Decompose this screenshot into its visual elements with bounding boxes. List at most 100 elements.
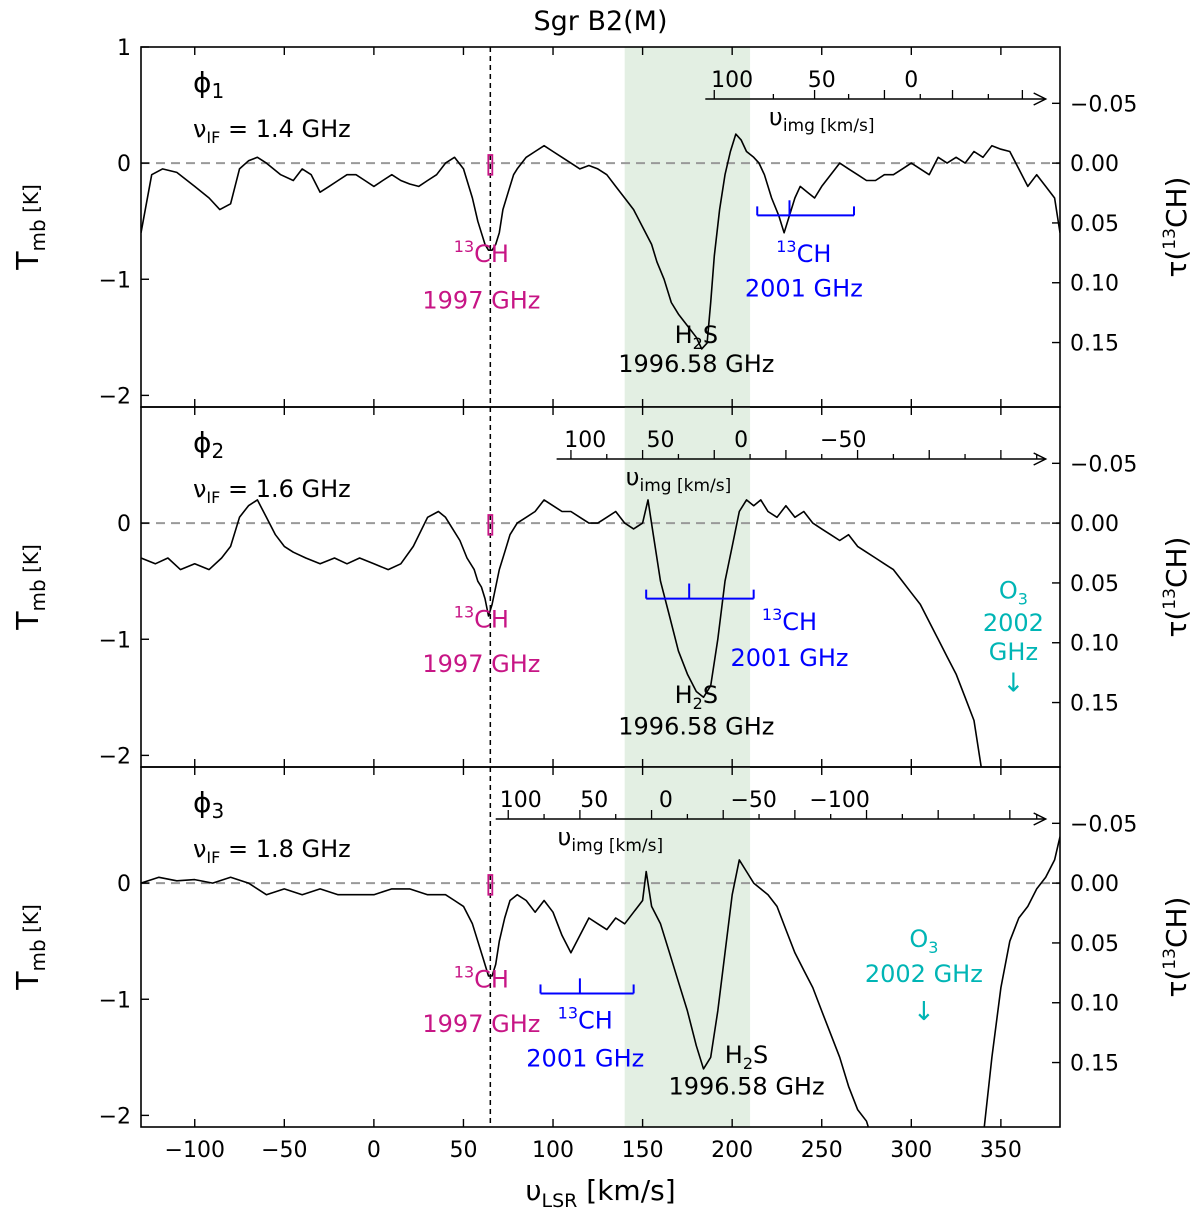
img-axis-label-sub: img [km/s] (571, 836, 663, 856)
h2s-band (624, 767, 751, 1127)
tau-axis-label-suffix: CH) (1160, 897, 1193, 949)
y-tick-label: 0 (117, 512, 131, 537)
h2s-h: H (675, 321, 693, 349)
phase-label: ϕ1 (193, 66, 224, 103)
ch13-1997-frequency: 1997 GHz (422, 286, 540, 314)
y-axis-label-units: [K] (19, 904, 43, 939)
img-axis-tick-label: −100 (809, 788, 869, 813)
y-tick-label: −1 (99, 628, 131, 653)
ch13-2001-frequency: 2001 GHz (731, 644, 849, 672)
h2s-s: S (753, 1041, 768, 1069)
h2s-band (624, 407, 751, 767)
x-tick-label: −100 (165, 1138, 225, 1163)
ch13-1997-frequency: 1997 GHz (422, 1010, 540, 1038)
ch13-2001-molecule: CH (578, 1006, 613, 1034)
img-axis-label-sub: img [km/s] (640, 476, 732, 496)
ch13-2001-isotope: 13 (762, 605, 782, 624)
h2s-s: S (703, 321, 718, 349)
img-axis-label-prefix: υ (626, 463, 640, 491)
tau-tick-label: 0.05 (1070, 932, 1119, 957)
x-axis-label: υLSR [km/s] (525, 1174, 675, 1212)
y-axis-label: Tmb [K] (11, 184, 50, 271)
tau-axis-label: τ(13CH) (1160, 537, 1193, 638)
tau-axis-label: τ(13CH) (1160, 897, 1193, 998)
h2s-sub: 2 (693, 334, 703, 353)
x-tick-label: 100 (532, 1138, 574, 1163)
y-axis-label-sub: mb (26, 579, 50, 611)
if-nu: ν (193, 115, 206, 143)
h2s-label: H2S (675, 321, 718, 353)
if-sub: IF (206, 848, 220, 867)
img-axis-tick-label: 50 (647, 428, 675, 453)
y-tick-label: −2 (99, 1104, 131, 1129)
img-axis-tick-label: 50 (808, 68, 836, 93)
y-tick-label: −2 (99, 384, 131, 409)
img-axis-tick-label: 0 (904, 68, 918, 93)
ch13-2001-label: 13CH (776, 237, 831, 268)
tau-tick-label: 0.05 (1070, 212, 1119, 237)
h2s-h: H (725, 1041, 743, 1069)
phase-label: ϕ3 (193, 786, 224, 823)
y-axis-label-main: T (11, 611, 46, 631)
if-frequency-label: νIF = 1.6 GHz (193, 475, 351, 507)
ch13-2001-molecule: CH (782, 608, 817, 636)
tau-axis-label-prefix: τ( (1160, 610, 1193, 638)
img-axis-arrowhead (1033, 812, 1048, 826)
tau-axis-label-prefix: τ( (1160, 250, 1193, 278)
img-axis-tick-label: 100 (500, 788, 542, 813)
if-value: = 1.4 GHz (220, 115, 350, 143)
tau-axis-label-sup: 13 (1160, 588, 1180, 610)
ch13-1997-marker (487, 514, 494, 536)
phase-symbol: ϕ (193, 66, 211, 99)
x-axis-label-main: υ (525, 1174, 541, 1207)
spectrum-line (141, 836, 1060, 1127)
x-tick-label: −50 (261, 1138, 307, 1163)
y-tick-label: 0 (117, 152, 131, 177)
ch13-2001-label: 13CH (558, 1003, 613, 1034)
tau-axis-label-prefix: τ( (1160, 970, 1193, 998)
if-sub: IF (206, 488, 220, 507)
tau-tick-label: 0.10 (1070, 272, 1119, 297)
phase-label: ϕ2 (193, 426, 224, 463)
img-axis-tick-label: 0 (659, 788, 673, 813)
panel-frame (140, 406, 1061, 768)
tau-axis-label-sup: 13 (1160, 228, 1180, 250)
o3-sub: 3 (1018, 590, 1028, 609)
tau-tick-label: −0.05 (1070, 92, 1137, 117)
tau-tick-label: 0.05 (1070, 572, 1119, 597)
tau-tick-label: 0.15 (1070, 1052, 1119, 1077)
ch13-1997-isotope: 13 (454, 963, 474, 982)
y-axis-label-main: T (11, 971, 46, 991)
h2s-sub: 2 (743, 1054, 753, 1073)
ch13-1997-marker (487, 154, 494, 176)
y-tick-label: 1 (117, 36, 131, 61)
o3-frequency: 2002 GHz (865, 960, 983, 988)
ch13-1997-isotope: 13 (454, 603, 474, 622)
y-axis-label-main: T (11, 251, 46, 271)
ch13-1997-label: 13CH (454, 237, 509, 268)
phase-symbol: ϕ (193, 426, 211, 459)
img-axis-label-prefix: υ (558, 823, 572, 851)
ch13-2001-label: 13CH (762, 605, 817, 636)
o3-label: O3 (999, 577, 1028, 609)
panel-frame (140, 46, 1061, 408)
if-nu: ν (193, 835, 206, 863)
img-axis-tick-label: −50 (730, 788, 776, 813)
spectrum-line (141, 499, 983, 767)
y-tick-label: 0 (117, 872, 131, 897)
h2s-frequency: 1996.58 GHz (668, 1072, 824, 1100)
img-axis-arrowhead (1033, 92, 1048, 106)
h2s-frequency: 1996.58 GHz (618, 350, 774, 378)
h2s-s: S (703, 681, 718, 709)
ch13-2001-isotope: 13 (776, 237, 796, 256)
if-value: = 1.8 GHz (220, 835, 350, 863)
img-axis-label: υimg [km/s] (558, 823, 664, 856)
y-axis-label-units: [K] (19, 544, 43, 579)
spectrum-line (141, 133, 1060, 350)
tau-axis-label-suffix: CH) (1160, 537, 1193, 589)
ch13-1997-molecule: CH (474, 606, 509, 634)
y-axis-label: Tmb [K] (11, 544, 50, 631)
img-axis-tick-label: 100 (564, 428, 606, 453)
